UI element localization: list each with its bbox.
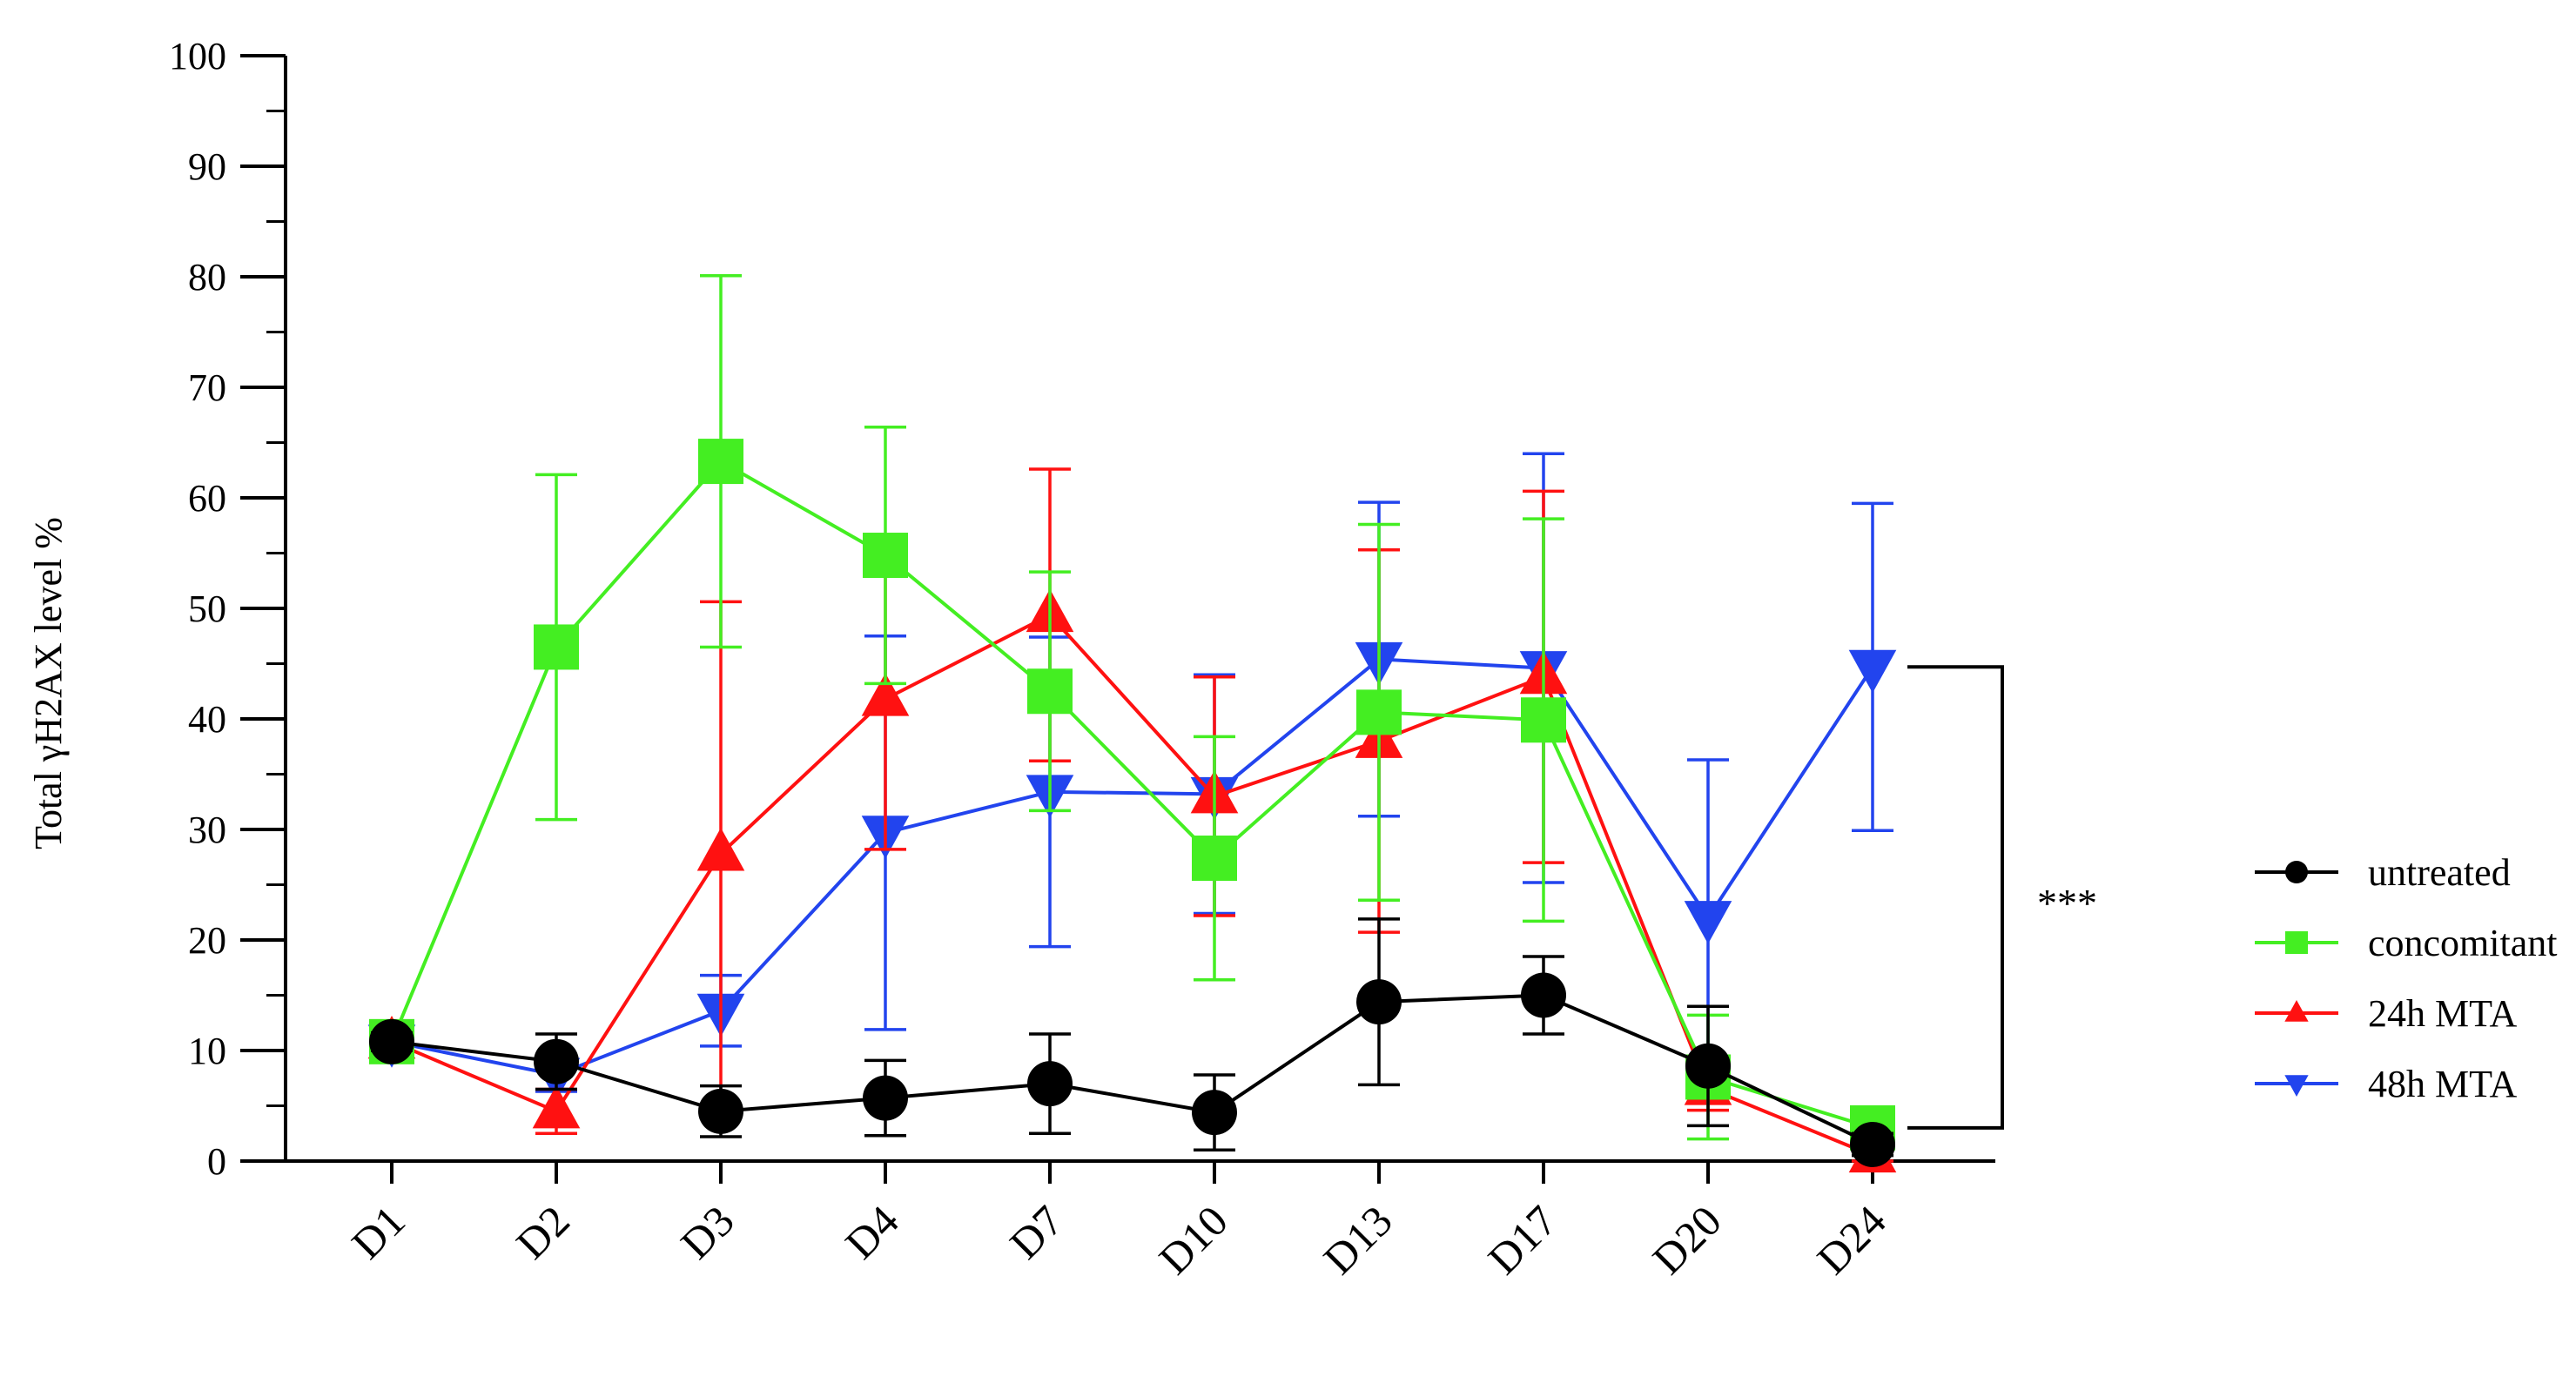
data-point [696,828,745,871]
series-layer [367,273,1897,1173]
data-point [698,1088,743,1134]
series-48h-mta [367,452,1897,1101]
data-point [532,1084,581,1129]
series-concomitant [369,273,1895,1151]
bracket-line [1907,665,2004,1130]
data-point [1850,1121,1895,1167]
y-tick-label: 80 [188,256,226,299]
legend-item-concomitant: concomitant [2255,922,2558,964]
legend-item-untreated: untreated [2255,851,2511,894]
legend-label: untreated [2368,851,2511,894]
y-tick-label: 50 [188,587,226,630]
legend-marker [2285,861,2308,883]
data-point [1356,979,1402,1025]
data-point [1685,1043,1731,1089]
series-line [391,657,1874,1078]
y-axis-label: Total γH2AX level % [27,517,70,849]
y-tick-label: 100 [169,35,226,77]
y-tick-label: 90 [188,145,226,188]
data-point [369,1018,414,1064]
x-tick-label: D7 [1000,1196,1073,1268]
legend-label: 24h MTA [2368,992,2517,1035]
x-tick-label: D1 [342,1196,414,1268]
y-tick-label: 0 [207,1140,226,1183]
significance-stars: *** [2037,881,2097,925]
legend-label: 48h MTA [2368,1063,2517,1105]
data-point [1192,836,1237,882]
x-tick-label: D24 [1807,1196,1894,1283]
data-point [1684,901,1732,944]
y-tick-label: 30 [188,809,226,851]
x-tick-label: D2 [507,1196,579,1268]
series-line [391,993,1873,1146]
data-point [1027,668,1073,715]
legend: untreated concomitant 24h MTA 48h MTA [2255,851,2558,1105]
data-point [863,1075,908,1121]
y-tick-label: 40 [188,698,226,741]
legend-label: concomitant [2368,922,2558,964]
data-point [1027,1061,1073,1107]
legend-marker [2284,1000,2309,1022]
y-tick-label: 20 [188,919,226,962]
data-point [1356,689,1402,735]
series-untreated [369,917,1895,1167]
legend-item-48h-mta: 48h MTA [2255,1063,2517,1105]
series-line [390,459,1873,1130]
significance-annotation: *** [1907,665,2097,1130]
y-tick-label: 10 [188,1030,226,1072]
data-point [698,439,743,485]
series-line [391,613,1873,1158]
x-tick-label: D3 [671,1196,743,1268]
legend-marker [2284,1075,2309,1097]
legend-item-24h-mta: 24h MTA [2255,992,2517,1035]
data-point [861,673,910,716]
data-point [534,624,579,670]
data-point [534,1038,579,1084]
data-point [863,533,908,579]
data-point [1521,697,1566,743]
legend-marker [2285,931,2308,954]
data-point [1192,1090,1237,1136]
y-tick-label: 60 [188,477,226,520]
x-tick-label: D10 [1149,1196,1236,1283]
x-tick-label: D4 [836,1196,908,1268]
x-tick-label: D20 [1643,1196,1730,1283]
y-tick-label: 70 [188,366,226,409]
x-tick-label: D17 [1478,1196,1565,1283]
series-24h-mta [367,467,1897,1173]
data-point [1521,972,1566,1018]
data-point [1848,649,1897,694]
x-tick-label: D13 [1314,1196,1401,1283]
